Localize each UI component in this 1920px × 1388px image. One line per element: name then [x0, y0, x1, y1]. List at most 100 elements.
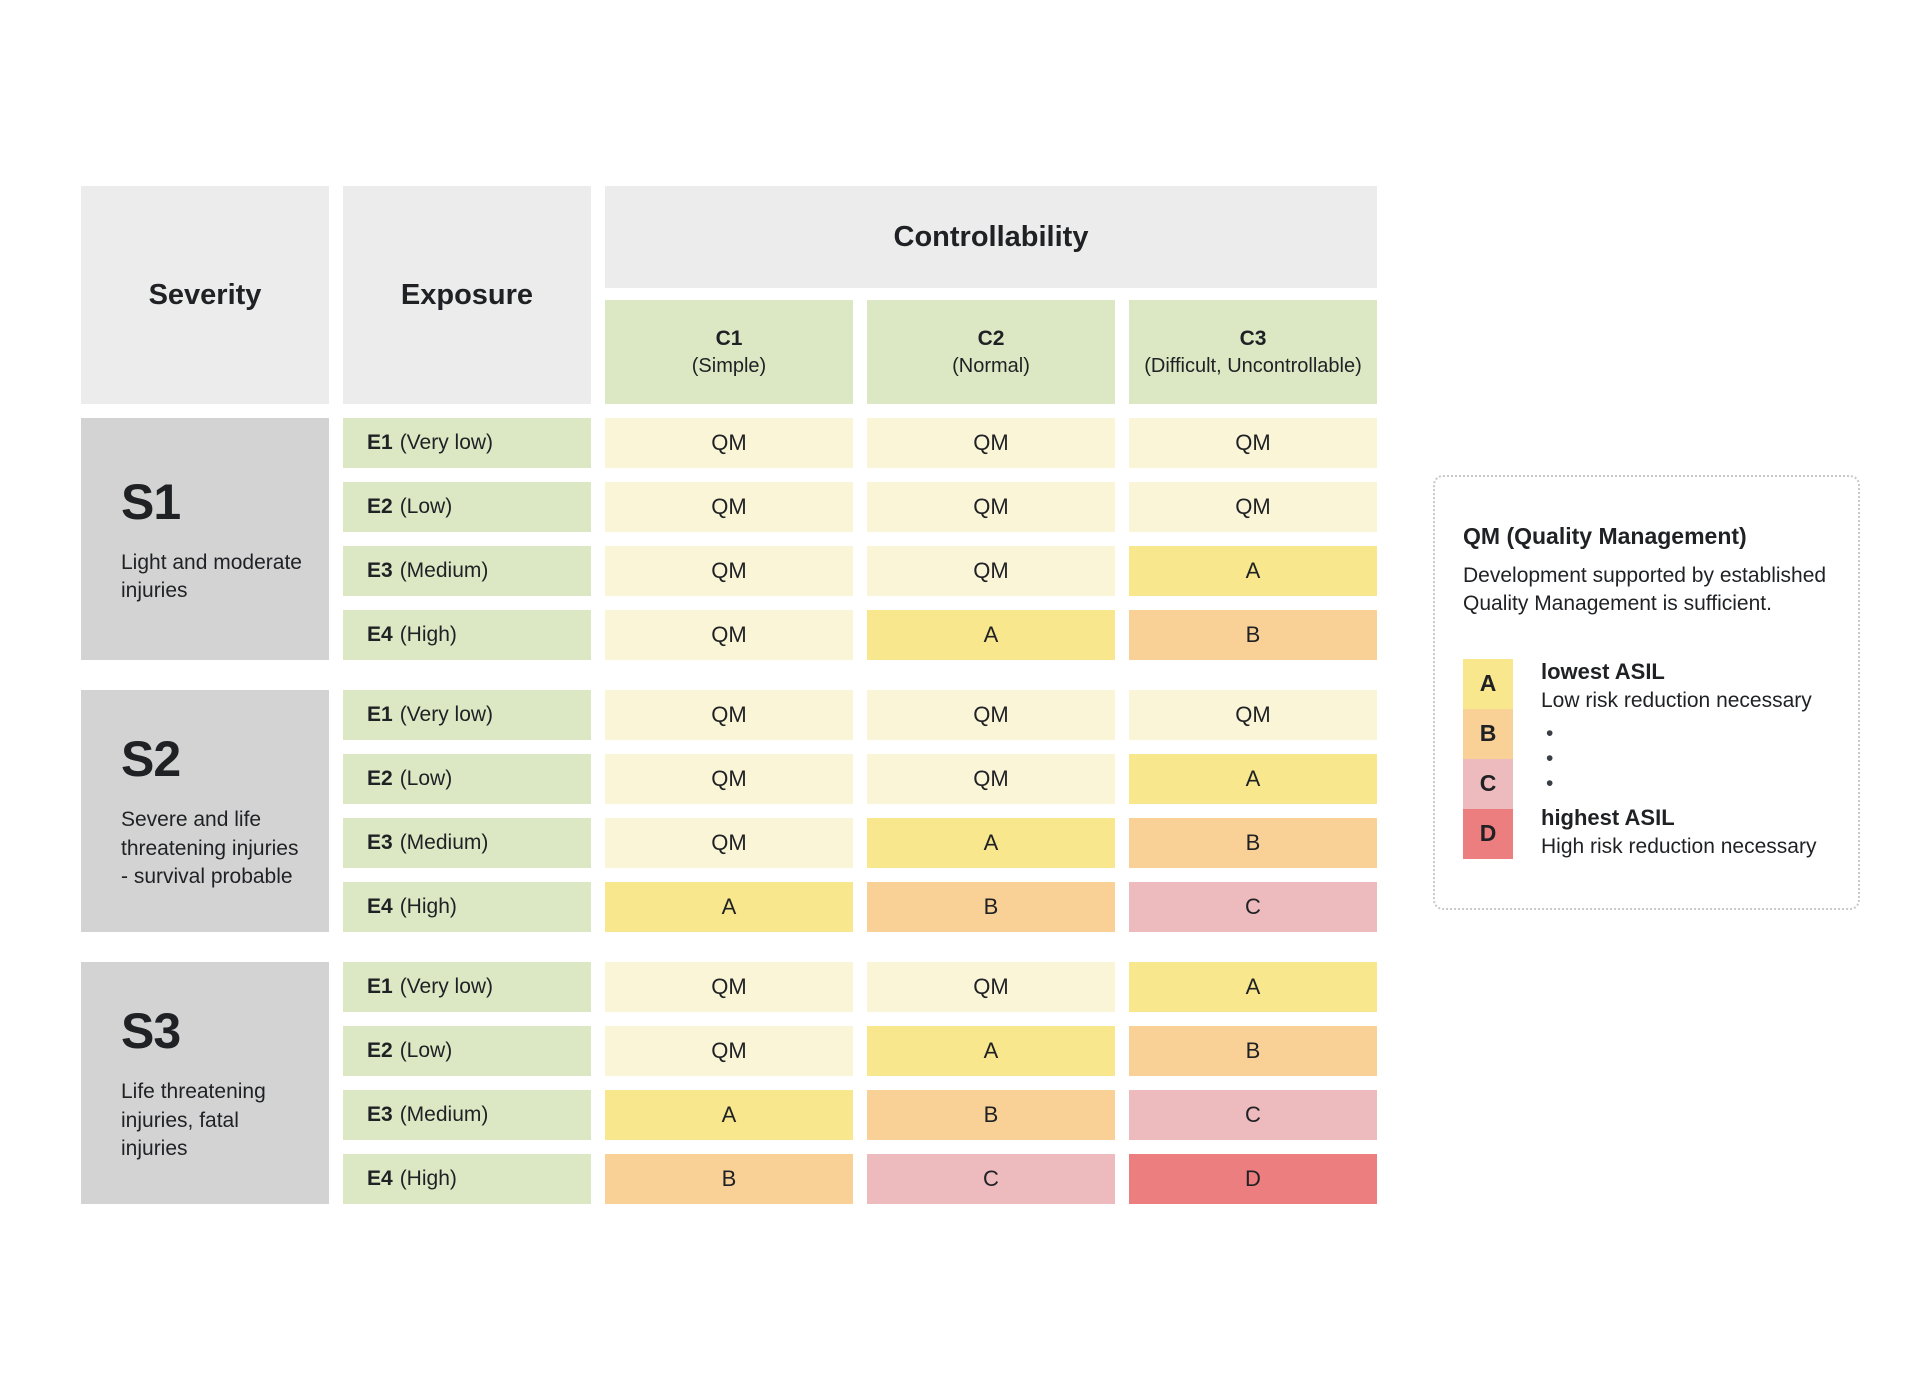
legend-highest-desc: High risk reduction necessary: [1541, 834, 1817, 858]
severity-header: Severity: [81, 186, 329, 404]
table-row: E2 (Low) QM A B: [343, 1026, 1377, 1076]
asil-cell: B: [1129, 610, 1377, 660]
asil-cell: QM: [867, 482, 1115, 532]
exposure-code: E1: [367, 975, 393, 998]
exposure-desc: (Very low): [399, 431, 494, 454]
asil-cell: QM: [605, 610, 853, 660]
legend-lowest-group: lowest ASIL Low risk reduction necessary: [1541, 659, 1816, 713]
exposure-label-e4: E4 (High): [343, 610, 591, 660]
asil-cell: C: [1129, 882, 1377, 932]
asil-cell: QM: [867, 690, 1115, 740]
exposure-code: E2: [367, 495, 393, 518]
legend-description: Development supported by established Qua…: [1463, 564, 1827, 616]
table-row: E4 (High) QM A B: [343, 610, 1377, 660]
severity-cell-s1: S1 Light and moderate injuries: [81, 418, 329, 660]
asil-cell: QM: [867, 754, 1115, 804]
column-code: C2: [977, 326, 1005, 350]
exposure-code: E2: [367, 1039, 393, 1062]
severity-rows-s3: E1 (Very low) QM QM A E2 (Low) QM A B: [343, 962, 1377, 1204]
risk-matrix: Severity Exposure Controllability C1 (Si…: [81, 186, 1377, 1204]
legend-swatch-a: A: [1463, 658, 1513, 709]
exposure-desc: (Medium): [399, 831, 489, 854]
severity-code: S2: [121, 731, 181, 788]
severity-cell-s2: S2 Severe and life threatening injuries …: [81, 690, 329, 932]
asil-cell: A: [867, 818, 1115, 868]
exposure-desc: (Medium): [399, 559, 489, 582]
exposure-label-e2: E2 (Low): [343, 754, 591, 804]
asil-cell: QM: [1129, 690, 1377, 740]
exposure-code: E4: [367, 623, 393, 646]
table-row: E3 (Medium) QM QM A: [343, 546, 1377, 596]
severity-block-s1: S1 Light and moderate injuries E1 (Very …: [81, 418, 1377, 660]
asil-cell: A: [867, 1026, 1115, 1076]
exposure-code: E3: [367, 1103, 393, 1126]
exposure-label-e4: E4 (High): [343, 882, 591, 932]
asil-cell: QM: [605, 546, 853, 596]
legend-highest-group: highest ASIL High risk reduction necessa…: [1541, 805, 1816, 859]
asil-cell: D: [1129, 1154, 1377, 1204]
asil-cell: QM: [1129, 482, 1377, 532]
matrix-header: Severity Exposure Controllability C1 (Si…: [81, 186, 1377, 404]
asil-cell: QM: [1129, 418, 1377, 468]
severity-desc: Light and moderate injuries: [121, 550, 302, 602]
exposure-header: Exposure: [343, 186, 591, 404]
exposure-code: E3: [367, 559, 393, 582]
asil-cell: B: [1129, 1026, 1377, 1076]
table-row: E2 (Low) QM QM QM: [343, 482, 1377, 532]
severity-cell-s3: S3 Life threatening injuries, fatal inju…: [81, 962, 329, 1204]
severity-code: S1: [121, 473, 181, 530]
exposure-desc: (High): [399, 1167, 457, 1190]
asil-cell: A: [605, 1090, 853, 1140]
severity-rows-s1: E1 (Very low) QM QM QM E2 (Low) QM QM QM: [343, 418, 1377, 660]
severity-desc: Life threatening injuries, fatal injurie…: [121, 1080, 266, 1161]
exposure-desc: (High): [399, 623, 457, 646]
exposure-code: E2: [367, 767, 393, 790]
asil-cell: QM: [605, 690, 853, 740]
table-row: E1 (Very low) QM QM A: [343, 962, 1377, 1012]
asil-cell: C: [1129, 1090, 1377, 1140]
column-desc: (Normal): [952, 354, 1030, 377]
exposure-desc: (Low): [399, 1039, 453, 1062]
legend-swatch-c: C: [1463, 758, 1513, 809]
asil-cell: QM: [605, 754, 853, 804]
table-row: E1 (Very low) QM QM QM: [343, 418, 1377, 468]
asil-cell: B: [867, 882, 1115, 932]
exposure-code: E1: [367, 703, 393, 726]
asil-cell: QM: [867, 546, 1115, 596]
exposure-label-e3: E3 (Medium): [343, 1090, 591, 1140]
exposure-code: E4: [367, 895, 393, 918]
exposure-label-e3: E3 (Medium): [343, 546, 591, 596]
legend-scale-text: lowest ASIL Low risk reduction necessary…: [1541, 659, 1816, 859]
asil-cell: A: [867, 610, 1115, 660]
exposure-label-e2: E2 (Low): [343, 482, 591, 532]
controllability-header: Controllability: [605, 186, 1377, 288]
asil-cell: QM: [605, 482, 853, 532]
legend-lowest-title: lowest ASIL: [1541, 658, 1665, 684]
severity-code: S3: [121, 1003, 181, 1060]
ellipsis-dots-icon: • • •: [1546, 723, 1816, 793]
controllability-header-group: Controllability C1 (Simple) C2 (Normal) …: [605, 186, 1377, 404]
exposure-desc: (Medium): [399, 1103, 489, 1126]
legend-highest-title: highest ASIL: [1541, 804, 1675, 830]
exposure-desc: (Low): [399, 495, 453, 518]
asil-cell: QM: [605, 962, 853, 1012]
severity-block-s3: S3 Life threatening injuries, fatal inju…: [81, 962, 1377, 1204]
exposure-desc: (Very low): [399, 975, 494, 998]
exposure-label-e1: E1 (Very low): [343, 418, 591, 468]
legend-asil-scale: A B C D lowest ASIL Low risk reduction n…: [1463, 658, 1834, 859]
asil-cell: QM: [605, 1026, 853, 1076]
table-row: E4 (High) A B C: [343, 882, 1377, 932]
asil-cell: QM: [605, 818, 853, 868]
asil-cell: A: [1129, 546, 1377, 596]
column-header-c3: C3 (Difficult, Uncontrollable): [1129, 300, 1377, 404]
legend: QM (Quality Management) Development supp…: [1433, 475, 1860, 910]
table-row: E3 (Medium) A B C: [343, 1090, 1377, 1140]
controllability-columns: C1 (Simple) C2 (Normal) C3 (Difficult, U…: [605, 300, 1377, 404]
column-header-c2: C2 (Normal): [867, 300, 1115, 404]
exposure-label-e2: E2 (Low): [343, 1026, 591, 1076]
column-desc: (Difficult, Uncontrollable): [1144, 354, 1362, 377]
exposure-label-e3: E3 (Medium): [343, 818, 591, 868]
asil-cell: B: [1129, 818, 1377, 868]
exposure-desc: (Very low): [399, 703, 494, 726]
